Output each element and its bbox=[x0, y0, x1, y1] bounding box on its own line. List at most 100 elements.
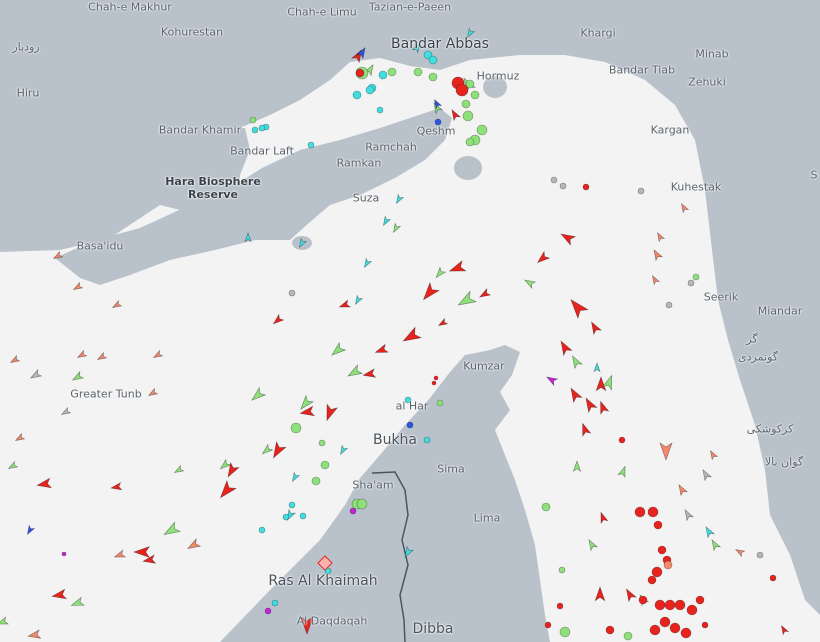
vessel-anchored-cargo[interactable] bbox=[559, 626, 571, 638]
vessel-arrow-tanker[interactable] bbox=[269, 440, 287, 461]
vessel-arrow-passenger[interactable] bbox=[290, 471, 301, 483]
vessel-arrow-cargo[interactable] bbox=[455, 290, 478, 310]
vessel-arrow-unknown[interactable] bbox=[700, 468, 713, 482]
vessel-anchored-tanker[interactable] bbox=[431, 380, 437, 386]
vessel-arrow-fishing[interactable] bbox=[152, 349, 164, 360]
vessel-anchored-tanker[interactable] bbox=[455, 83, 469, 97]
vessel-arrow-tug_special[interactable] bbox=[355, 46, 368, 60]
vessel-arrow-tanker[interactable] bbox=[449, 108, 462, 122]
vessel-anchored-passenger[interactable] bbox=[365, 85, 375, 95]
vessel-anchored-passenger[interactable] bbox=[299, 512, 307, 520]
vessel-anchored-cargo[interactable] bbox=[461, 99, 471, 109]
vessel-arrow-tanker[interactable] bbox=[110, 482, 123, 492]
vessel-arrow-tanker[interactable] bbox=[779, 624, 790, 636]
vessel-arrow-fishing[interactable] bbox=[186, 538, 202, 552]
vessel-anchored-tanker[interactable] bbox=[638, 595, 648, 605]
vessel-anchored-pleasure[interactable] bbox=[264, 607, 272, 615]
vessel-arrow-cargo[interactable] bbox=[433, 266, 447, 279]
vessel-arrow-cargo[interactable] bbox=[297, 394, 315, 413]
vessel-arrow-cargo[interactable] bbox=[572, 460, 582, 472]
vessel-arrow-fishing[interactable] bbox=[76, 349, 88, 360]
vessel-anchored-tanker[interactable] bbox=[582, 183, 590, 191]
vessel-arrow-cargo[interactable] bbox=[586, 538, 599, 552]
vessel-arrow-pleasure[interactable] bbox=[545, 374, 559, 387]
vessel-anchored-pleasure[interactable] bbox=[349, 507, 357, 515]
vessel-anchored-tanker[interactable] bbox=[769, 574, 777, 582]
vessel-anchored-cargo[interactable] bbox=[465, 137, 475, 147]
vessel-anchored-tanker[interactable] bbox=[674, 599, 686, 611]
vessel-arrow-cargo[interactable] bbox=[363, 63, 376, 77]
port-marker-icon[interactable] bbox=[317, 555, 333, 571]
vessel-arrow-tanker[interactable] bbox=[374, 343, 389, 356]
vessel-arrow-cargo[interactable] bbox=[601, 374, 617, 391]
vessel-arrow-cargo[interactable] bbox=[260, 443, 274, 457]
vessel-arrow-tanker[interactable] bbox=[566, 295, 589, 320]
vessel-anchored-tanker[interactable] bbox=[544, 621, 552, 629]
vessel-arrow-fishing[interactable] bbox=[111, 299, 123, 310]
vessel-arrow-cargo[interactable] bbox=[346, 364, 364, 380]
vessel-arrow-cargo[interactable] bbox=[617, 465, 628, 479]
vessel-arrow-cargo[interactable] bbox=[329, 341, 347, 359]
vessel-arrow-tanker[interactable] bbox=[535, 250, 551, 266]
vessel-arrow-cargo[interactable] bbox=[70, 596, 85, 609]
vessel-arrow-fishing[interactable] bbox=[9, 354, 21, 365]
vessel-anchored-passenger[interactable] bbox=[288, 501, 296, 509]
vessel-anchored-cargo[interactable] bbox=[387, 67, 397, 77]
vessel-anchored-unknown[interactable] bbox=[288, 289, 296, 297]
vessel-arrow-passenger[interactable] bbox=[465, 27, 476, 39]
vessel-anchored-cargo[interactable] bbox=[623, 631, 633, 641]
vessel-arrow-passenger[interactable] bbox=[284, 508, 297, 522]
vessel-anchored-unknown[interactable] bbox=[559, 182, 567, 190]
vessel-arrow-fishing[interactable] bbox=[113, 549, 127, 560]
vessel-anchored-tanker[interactable] bbox=[657, 545, 667, 555]
vessel-arrow-tanker[interactable] bbox=[216, 479, 238, 502]
vessel-anchored-cargo[interactable] bbox=[541, 502, 551, 512]
vessel-arrow-cargo[interactable] bbox=[162, 521, 182, 539]
vessel-arrow-fishing[interactable] bbox=[72, 281, 84, 292]
vessel-arrow-tanker[interactable] bbox=[51, 588, 68, 601]
vessel-anchored-cargo[interactable] bbox=[356, 498, 368, 510]
vessel-anchored-cargo[interactable] bbox=[470, 90, 480, 100]
vessel-anchored-tanker[interactable] bbox=[605, 625, 615, 635]
vessel-arrow-fishing[interactable] bbox=[676, 483, 689, 497]
vessel-arrow-passenger[interactable] bbox=[394, 193, 405, 205]
vessel-arrow-tug_special[interactable] bbox=[432, 98, 443, 110]
vessel-arrow-fishing[interactable] bbox=[708, 449, 719, 461]
vessel-arrow-unknown[interactable] bbox=[29, 368, 43, 381]
vessel-anchored-cargo[interactable] bbox=[465, 79, 475, 89]
vessel-anchored-passenger[interactable] bbox=[423, 436, 431, 444]
vessel-arrow-unknown[interactable] bbox=[60, 406, 72, 417]
vessel-anchored-unknown[interactable] bbox=[665, 301, 673, 309]
vessel-arrow-tanker[interactable] bbox=[142, 554, 157, 565]
vessel-anchored-cargo[interactable] bbox=[462, 110, 474, 122]
vessel-anchored-tanker[interactable] bbox=[659, 616, 671, 628]
vessel-arrow-tanker[interactable] bbox=[579, 422, 592, 437]
vessel-arrow-tanker[interactable] bbox=[224, 461, 240, 480]
vessel-arrow-tanker[interactable] bbox=[588, 320, 602, 336]
vessel-anchored-tanker[interactable] bbox=[649, 624, 661, 636]
vessel-arrow-cargo[interactable] bbox=[249, 386, 267, 404]
vessel-anchored-unknown[interactable] bbox=[637, 187, 645, 195]
vessel-arrow-fishing[interactable] bbox=[655, 231, 666, 243]
vessel-arrow-cargo[interactable] bbox=[569, 354, 583, 370]
vessel-arrow-tanker[interactable] bbox=[362, 368, 377, 379]
vessel-arrow-cargo[interactable] bbox=[523, 277, 537, 290]
vessel-arrow-cargo[interactable] bbox=[7, 460, 19, 471]
vessel-anchored-passenger[interactable] bbox=[251, 126, 259, 134]
vessel-anchored-tanker[interactable] bbox=[653, 520, 663, 530]
vessel-anchored-tanker[interactable] bbox=[618, 436, 626, 444]
vessel-arrow-fishing[interactable] bbox=[52, 250, 64, 261]
vessel-anchored-passenger[interactable] bbox=[324, 567, 332, 575]
vessel-arrow-tanker[interactable] bbox=[582, 396, 598, 414]
vessel-arrow-tanker[interactable] bbox=[400, 326, 423, 346]
vessel-anchored-passenger[interactable] bbox=[428, 55, 438, 65]
vessel-anchored-unknown[interactable] bbox=[756, 551, 764, 559]
vessel-arrow-tanker[interactable] bbox=[322, 403, 339, 422]
vessel-anchored-tanker[interactable] bbox=[654, 599, 666, 611]
vessel-arrow-tug_special[interactable] bbox=[25, 524, 36, 536]
vessel-anchored-tanker[interactable] bbox=[355, 68, 365, 78]
vessel-anchored-tug_special[interactable] bbox=[434, 118, 442, 126]
vessel-arrow-passenger[interactable] bbox=[593, 362, 601, 373]
vessel-arrow-cargo[interactable] bbox=[391, 222, 402, 234]
